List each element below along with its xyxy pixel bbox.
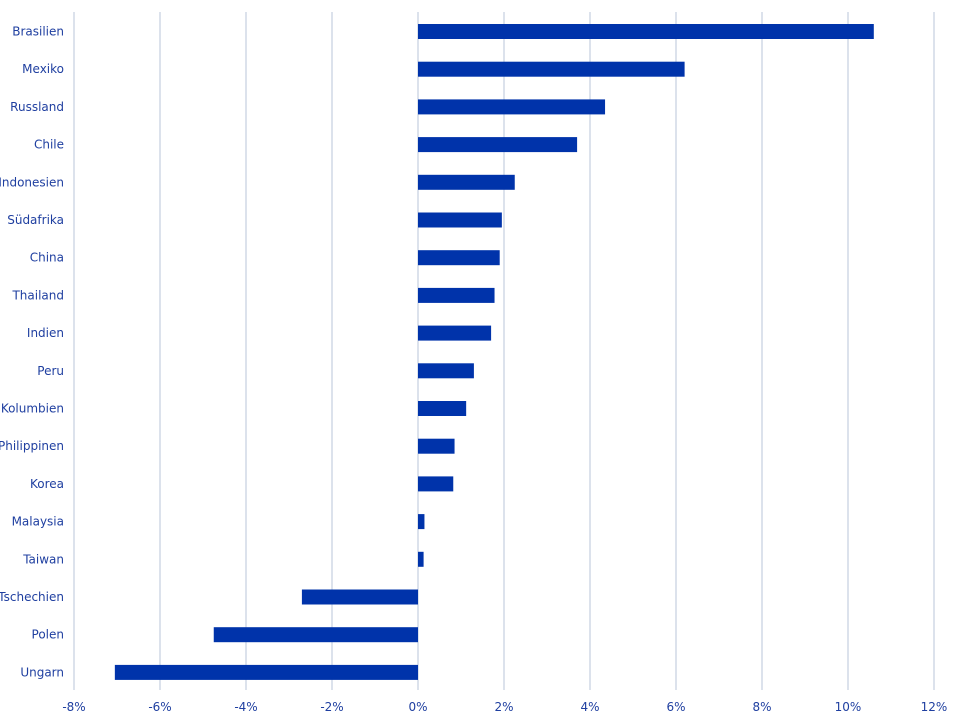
bar <box>418 476 454 492</box>
category-label: Chile <box>34 138 64 152</box>
category-label: Peru <box>37 364 64 378</box>
x-tick-label: 12% <box>921 700 948 714</box>
category-label: Taiwan <box>22 552 64 566</box>
bars <box>114 24 874 680</box>
category-label: Mexiko <box>22 62 64 76</box>
category-label: Brasilien <box>12 25 64 39</box>
x-tick-label: 8% <box>752 700 771 714</box>
category-label: Malaysia <box>12 515 64 529</box>
bar <box>418 363 474 379</box>
category-label: Tschechien <box>0 590 64 604</box>
bar <box>418 438 455 454</box>
bar <box>418 401 467 416</box>
category-label: Korea <box>30 477 64 491</box>
x-tick-label: -2% <box>320 700 343 714</box>
bar <box>418 137 578 153</box>
category-label: Thailand <box>11 288 64 302</box>
bar <box>418 61 685 77</box>
gridlines <box>73 12 935 690</box>
x-tick-label: -6% <box>148 700 171 714</box>
x-tick-label: 4% <box>580 700 599 714</box>
category-labels: Brasilien Mexiko Russland Chile Indonesien Sü… <box>0 25 64 680</box>
bar <box>418 514 425 530</box>
category-label: Polen <box>32 628 64 642</box>
bar <box>213 627 418 643</box>
bar <box>114 664 418 680</box>
x-axis-tick-labels: -8% -6% -4% -2% 0% 2% 4% 6% 8% 10% 12% <box>62 700 947 714</box>
x-tick-label: -8% <box>62 700 85 714</box>
category-label: Kolumbien <box>1 402 64 416</box>
bar <box>418 287 495 303</box>
category-label: Philippinen <box>0 439 64 453</box>
category-label: Russland <box>10 100 64 114</box>
bar <box>418 325 492 341</box>
category-label: China <box>30 251 64 265</box>
bar <box>418 24 874 39</box>
bar <box>301 589 418 605</box>
category-label: Ungarn <box>20 665 64 679</box>
category-label: Indien <box>27 326 64 340</box>
bar <box>418 250 500 266</box>
bar <box>418 551 424 567</box>
x-tick-label: 10% <box>835 700 862 714</box>
x-tick-label: -4% <box>234 700 257 714</box>
x-tick-label: 2% <box>494 700 513 714</box>
x-tick-label: 6% <box>666 700 685 714</box>
x-tick-label: 0% <box>408 700 427 714</box>
category-label: Südafrika <box>7 213 64 227</box>
bar <box>418 174 515 190</box>
category-label: Indonesien <box>0 175 64 189</box>
bar <box>418 212 502 228</box>
bar <box>418 99 606 115</box>
